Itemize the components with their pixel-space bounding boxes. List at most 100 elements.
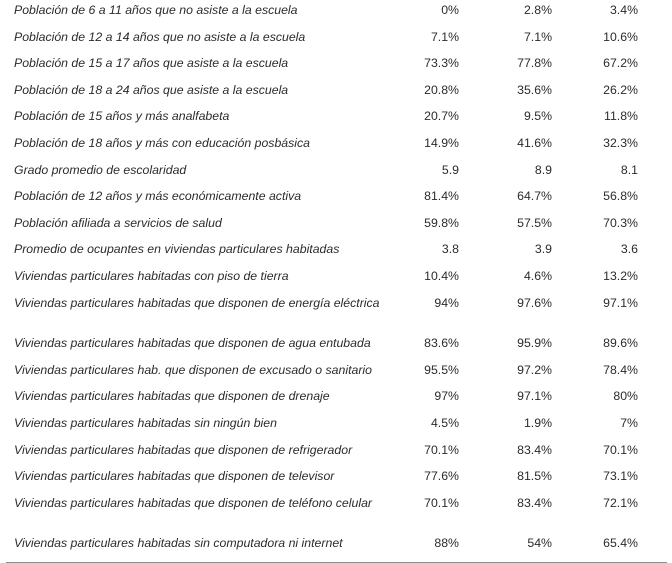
table-row: Viviendas particulares habitadas que dis… xyxy=(0,468,668,495)
value-col3: 78.4% xyxy=(603,362,638,377)
value-col2: 41.6% xyxy=(517,135,552,150)
table-row: Grado promedio de escolaridad 5.9 8.9 8.… xyxy=(0,162,668,189)
value-col3: 10.6% xyxy=(603,29,638,44)
value-col3: 73.1% xyxy=(603,469,638,484)
table-row: Viviendas particulares habitadas que dis… xyxy=(0,495,668,536)
row-label: Viviendas particulares habitadas que dis… xyxy=(14,295,380,310)
row-label: Viviendas particulares hab. que disponen… xyxy=(14,362,372,377)
value-col3: 26.2% xyxy=(603,82,638,97)
table-row: Población de 12 a 14 años que no asiste … xyxy=(0,29,668,56)
value-col2: 8.9 xyxy=(534,162,552,177)
value-col3: 32.3% xyxy=(603,135,638,150)
value-col2: 95.9% xyxy=(517,336,552,351)
table-row: Viviendas particulares habitadas sin nin… xyxy=(0,415,668,442)
value-col1: 81.4% xyxy=(424,189,459,204)
row-label: Población de 12 a 14 años que no asiste … xyxy=(14,29,306,44)
table-row: Población de 18 años y más con educación… xyxy=(0,135,668,162)
value-col1: 4.5% xyxy=(430,415,459,430)
value-col1: 59.8% xyxy=(424,215,459,230)
row-label: Viviendas particulares habitadas que dis… xyxy=(14,442,353,457)
value-col1: 94% xyxy=(434,295,459,310)
value-col3: 3.6 xyxy=(620,242,638,257)
value-col3: 89.6% xyxy=(603,336,638,351)
value-col2: 77.8% xyxy=(517,56,552,71)
row-label: Población de 15 a 17 años que asiste a l… xyxy=(14,56,289,71)
table-row: Población de 15 a 17 años que asiste a l… xyxy=(0,55,668,82)
value-col3: 8.1 xyxy=(620,162,638,177)
table-row: Población de 15 años y más analfabeta 20… xyxy=(0,108,668,135)
value-col2: 35.6% xyxy=(517,82,552,97)
value-col1: 88% xyxy=(434,536,459,551)
value-col2: 2.8% xyxy=(523,3,552,17)
value-col1: 70.1% xyxy=(424,495,459,510)
row-label: Viviendas particulares habitadas con pis… xyxy=(14,268,289,283)
value-col2: 3.9 xyxy=(534,242,552,257)
row-label: Viviendas particulares habitadas que dis… xyxy=(14,389,330,404)
value-col1: 7.1% xyxy=(430,29,459,44)
row-label: Viviendas particulares habitadas sin nin… xyxy=(14,415,277,430)
value-col1: 20.8% xyxy=(424,82,459,97)
value-col3: 65.4% xyxy=(603,536,638,551)
table-row: Viviendas particulares habitadas que dis… xyxy=(0,335,668,362)
value-col3: 72.1% xyxy=(603,495,638,510)
value-col2: 83.4% xyxy=(517,495,552,510)
table-row: Población afiliada a servicios de salud … xyxy=(0,215,668,242)
row-label: Viviendas particulares habitadas que dis… xyxy=(14,495,372,510)
row-label: Viviendas particulares habitadas que dis… xyxy=(14,469,335,484)
value-col3: 80% xyxy=(613,389,638,404)
value-col3: 11.8% xyxy=(604,109,638,124)
value-col2: 54% xyxy=(527,536,552,551)
value-col2: 97.1% xyxy=(517,389,552,404)
value-col3: 67.2% xyxy=(603,56,638,71)
table-row: Viviendas particulares habitadas que dis… xyxy=(0,388,668,415)
table-row: Viviendas particulares habitadas que dis… xyxy=(0,442,668,469)
table-row: Población de 6 a 11 años que no asiste a… xyxy=(0,2,668,29)
value-col3: 56.8% xyxy=(603,189,638,204)
value-col3: 3.4% xyxy=(609,3,638,17)
row-label: Población de 15 años y más analfabeta xyxy=(14,109,230,124)
value-col3: 13.2% xyxy=(603,268,638,283)
value-col1: 73.3% xyxy=(424,56,459,71)
value-col1: 20.7% xyxy=(424,109,459,124)
value-col1: 70.1% xyxy=(424,442,459,457)
table-row: Población de 18 a 24 años que asiste a l… xyxy=(0,82,668,109)
row-label: Viviendas particulares habitadas sin com… xyxy=(14,536,343,551)
row-label: Población de 12 años y más económicament… xyxy=(14,189,302,204)
value-col2: 7.1% xyxy=(523,29,552,44)
value-col2: 64.7% xyxy=(517,189,552,204)
value-col2: 83.4% xyxy=(517,442,552,457)
row-label: Población afiliada a servicios de salud xyxy=(14,215,222,230)
table-row: Viviendas particulares habitadas con pis… xyxy=(0,268,668,295)
value-col2: 4.6% xyxy=(523,268,552,283)
value-col2: 57.5% xyxy=(517,215,552,230)
value-col2: 97.2% xyxy=(517,362,552,377)
value-col1: 95.5% xyxy=(424,362,459,377)
row-label: Población de 18 a 24 años que asiste a l… xyxy=(14,82,289,97)
value-col1: 83.6% xyxy=(424,336,459,351)
value-col1: 10.4% xyxy=(424,268,459,283)
table-row: Viviendas particulares habitadas que dis… xyxy=(0,295,668,336)
row-label: Población de 6 a 11 años que no asiste a… xyxy=(14,3,298,17)
row-label: Población de 18 años y más con educación… xyxy=(14,135,311,150)
value-col1: 3.8 xyxy=(441,242,459,257)
table-row: Viviendas particulares hab. que disponen… xyxy=(0,362,668,389)
value-col3: 7% xyxy=(620,415,638,430)
value-col1: 0% xyxy=(441,3,459,17)
value-col2: 81.5% xyxy=(517,469,552,484)
table-row: Viviendas particulares habitadas sin com… xyxy=(0,535,668,562)
row-label: Viviendas particulares habitadas que dis… xyxy=(14,336,371,351)
value-col3: 70.1% xyxy=(603,442,638,457)
row-label: Promedio de ocupantes en viviendas parti… xyxy=(14,242,340,257)
value-col2: 1.9% xyxy=(523,415,552,430)
value-col3: 70.3% xyxy=(603,215,638,230)
value-col2: 97.6% xyxy=(517,295,552,310)
value-col1: 97% xyxy=(434,389,459,404)
row-label: Grado promedio de escolaridad xyxy=(14,162,187,177)
table-row: Promedio de ocupantes en viviendas parti… xyxy=(0,241,668,268)
table-row: Población de 12 años y más económicament… xyxy=(0,188,668,215)
value-col2: 9.5% xyxy=(523,109,552,124)
value-col1: 77.6% xyxy=(424,469,459,484)
value-col1: 5.9 xyxy=(441,162,459,177)
value-col3: 97.1% xyxy=(603,295,638,310)
